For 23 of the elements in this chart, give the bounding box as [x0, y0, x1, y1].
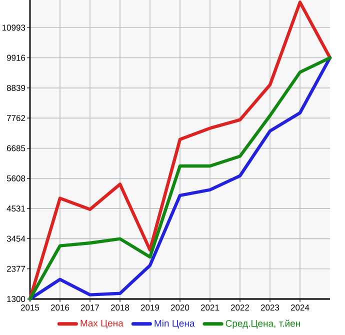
x-tick-label: 2018	[110, 304, 130, 311]
y-tick-label: 10993	[2, 24, 26, 31]
x-tick-label: 2021	[200, 304, 220, 311]
legend-label: Сред.Цена, т.йен	[226, 320, 300, 329]
y-tick-label: 5608	[6, 175, 26, 182]
y-tick-label: 4531	[6, 206, 26, 212]
legend-label: Max Цена	[80, 320, 124, 328]
x-tick-label: 2022	[230, 304, 250, 311]
x-tick-label: 2017	[80, 304, 100, 311]
x-tick-label: 2015	[20, 304, 40, 311]
y-tick-label: 8839	[6, 84, 26, 91]
y-tick-label: 7762	[7, 115, 26, 122]
x-tick-label: 2016	[50, 304, 70, 311]
y-tick-label: 1300	[7, 296, 26, 302]
y-tick-label: 9916	[6, 54, 26, 61]
legend-label: Min Цена	[154, 320, 195, 329]
y-tick-label: 3454	[6, 236, 26, 242]
x-tick-label: 2023	[260, 304, 280, 311]
y-tick-label: 2377	[6, 266, 26, 272]
y-tick-label: 6685	[7, 145, 26, 152]
x-tick-label: 2024	[290, 304, 310, 311]
x-tick-label: 2019	[140, 304, 160, 311]
x-tick-label: 2020	[170, 304, 190, 311]
